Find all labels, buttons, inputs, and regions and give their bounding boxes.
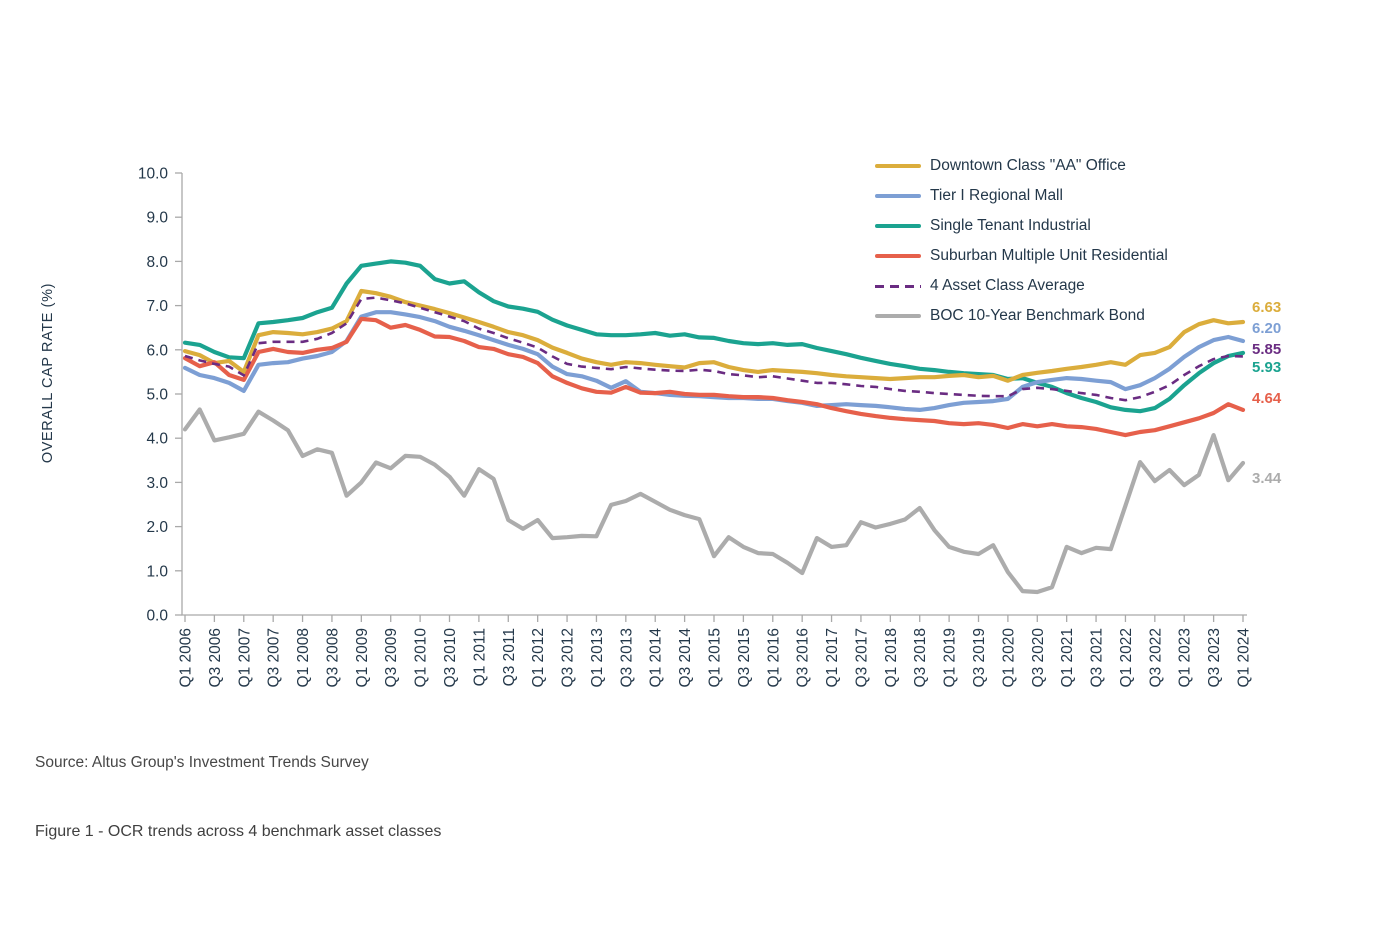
x-tick-label: Q3 2018	[912, 628, 929, 687]
y-tick-label: 10.0	[138, 166, 169, 183]
x-tick-label: Q3 2021	[1089, 628, 1106, 687]
x-tick-label: Q1 2006	[178, 628, 195, 687]
x-tick-label: Q3 2019	[971, 628, 988, 687]
x-tick-label: Q1 2021	[1059, 628, 1076, 687]
x-tick-label: Q1 2008	[295, 628, 312, 687]
y-tick-label: 6.0	[146, 342, 168, 359]
end-value-label: 5.85	[1252, 341, 1282, 358]
end-value-label: 5.93	[1252, 359, 1282, 376]
x-tick-label: Q3 2016	[795, 628, 812, 687]
x-tick-label: Q1 2014	[648, 628, 665, 688]
series-line-5	[184, 296, 1244, 402]
y-tick-label: 3.0	[146, 475, 168, 492]
series-line-4	[182, 316, 1246, 438]
y-tick-label: 9.0	[146, 210, 168, 227]
x-tick-label: Q3 2008	[324, 628, 341, 687]
series-line-3	[182, 259, 1246, 414]
x-tick-label: Q3 2023	[1206, 628, 1223, 687]
legend-swatch-solid	[875, 314, 921, 318]
figure-caption: Figure 1 - OCR trends across 4 benchmark…	[35, 823, 442, 840]
legend-item-2: Tier I Regional Mall	[875, 181, 1168, 211]
chart-legend: Downtown Class "AA" Office Tier I Regiona…	[875, 151, 1168, 331]
legend-item-5: 4 Asset Class Average	[875, 271, 1168, 301]
x-tick-label: Q3 2010	[442, 628, 459, 688]
x-tick-label: Q1 2022	[1118, 628, 1135, 687]
x-tick-label: Q1 2013	[589, 628, 606, 687]
legend-swatch-solid	[875, 254, 921, 258]
legend-item-3: Single Tenant Industrial	[875, 211, 1168, 241]
x-tick-label: Q3 2012	[560, 628, 577, 687]
y-tick-label: 0.0	[146, 608, 168, 625]
legend-label: Single Tenant Industrial	[930, 217, 1091, 234]
x-tick-label: Q1 2023	[1177, 628, 1194, 687]
end-value-label: 4.64	[1252, 390, 1282, 407]
legend-label: Suburban Multiple Unit Residential	[930, 247, 1168, 264]
x-tick-label: Q1 2017	[824, 628, 841, 687]
legend-swatch-solid	[875, 224, 921, 228]
legend-label: Downtown Class "AA" Office	[930, 157, 1126, 174]
x-tick-label: Q3 2007	[266, 628, 283, 687]
legend-item-4: Suburban Multiple Unit Residential	[875, 241, 1168, 271]
x-tick-label: Q3 2013	[618, 628, 635, 687]
series-line-2	[182, 310, 1246, 412]
x-tick-label: Q3 2017	[853, 628, 870, 687]
series-line-6	[182, 407, 1246, 595]
legend-swatch-solid	[875, 194, 921, 198]
y-tick-label: 1.0	[146, 563, 168, 580]
x-tick-label: Q1 2011	[471, 628, 488, 686]
x-tick-label: Q3 2014	[677, 628, 694, 688]
legend-label: BOC 10-Year Benchmark Bond	[930, 307, 1145, 324]
legend-item-6: BOC 10-Year Benchmark Bond	[875, 301, 1168, 331]
legend-swatch-solid	[875, 164, 921, 168]
legend-item-1: Downtown Class "AA" Office	[875, 151, 1168, 181]
y-tick-label: 2.0	[146, 519, 168, 536]
x-tick-label: Q1 2012	[530, 628, 547, 687]
x-tick-label: Q1 2009	[354, 628, 371, 687]
x-tick-label: Q1 2015	[707, 628, 724, 687]
x-tick-label: Q3 2011	[501, 628, 518, 686]
x-tick-label: Q1 2019	[942, 628, 959, 687]
x-tick-label: Q1 2024	[1236, 628, 1253, 688]
x-tick-label: Q1 2018	[883, 628, 900, 687]
x-tick-label: Q3 2022	[1147, 628, 1164, 687]
cap-rate-line-chart: 0.0 1.0 2.0 3.0 4.0 5.0 6.0 7.0 8.0 9.0 10.0 Q1 200…	[138, 166, 1253, 688]
x-tick-label: Q1 2007	[236, 628, 253, 687]
legend-label: 4 Asset Class Average	[930, 277, 1085, 294]
end-value-label: 6.63	[1252, 299, 1282, 316]
x-tick-label: Q1 2016	[765, 628, 782, 687]
y-tick-label: 5.0	[146, 387, 168, 404]
y-tick-label: 7.0	[146, 298, 168, 315]
end-value-label: 3.44	[1252, 470, 1282, 487]
x-tick-label: Q1 2010	[413, 628, 430, 688]
legend-swatch-dashed	[875, 284, 921, 288]
x-tick-label: Q3 2015	[736, 628, 753, 687]
legend-label: Tier I Regional Mall	[930, 187, 1063, 204]
x-tick-label: Q3 2006	[207, 628, 224, 687]
source-note: Source: Altus Group's Investment Trends …	[35, 754, 369, 771]
x-tick-label: Q3 2009	[383, 628, 400, 687]
end-value-label: 6.20	[1252, 320, 1282, 337]
x-tick-label: Q1 2020	[1000, 628, 1017, 688]
y-tick-label: 8.0	[146, 254, 168, 271]
y-axis-title: OVERALL CAP RATE (%)	[40, 283, 56, 464]
x-tick-label: Q3 2020	[1030, 628, 1047, 688]
y-tick-label: 4.0	[146, 431, 168, 448]
series-line-1	[182, 288, 1246, 383]
